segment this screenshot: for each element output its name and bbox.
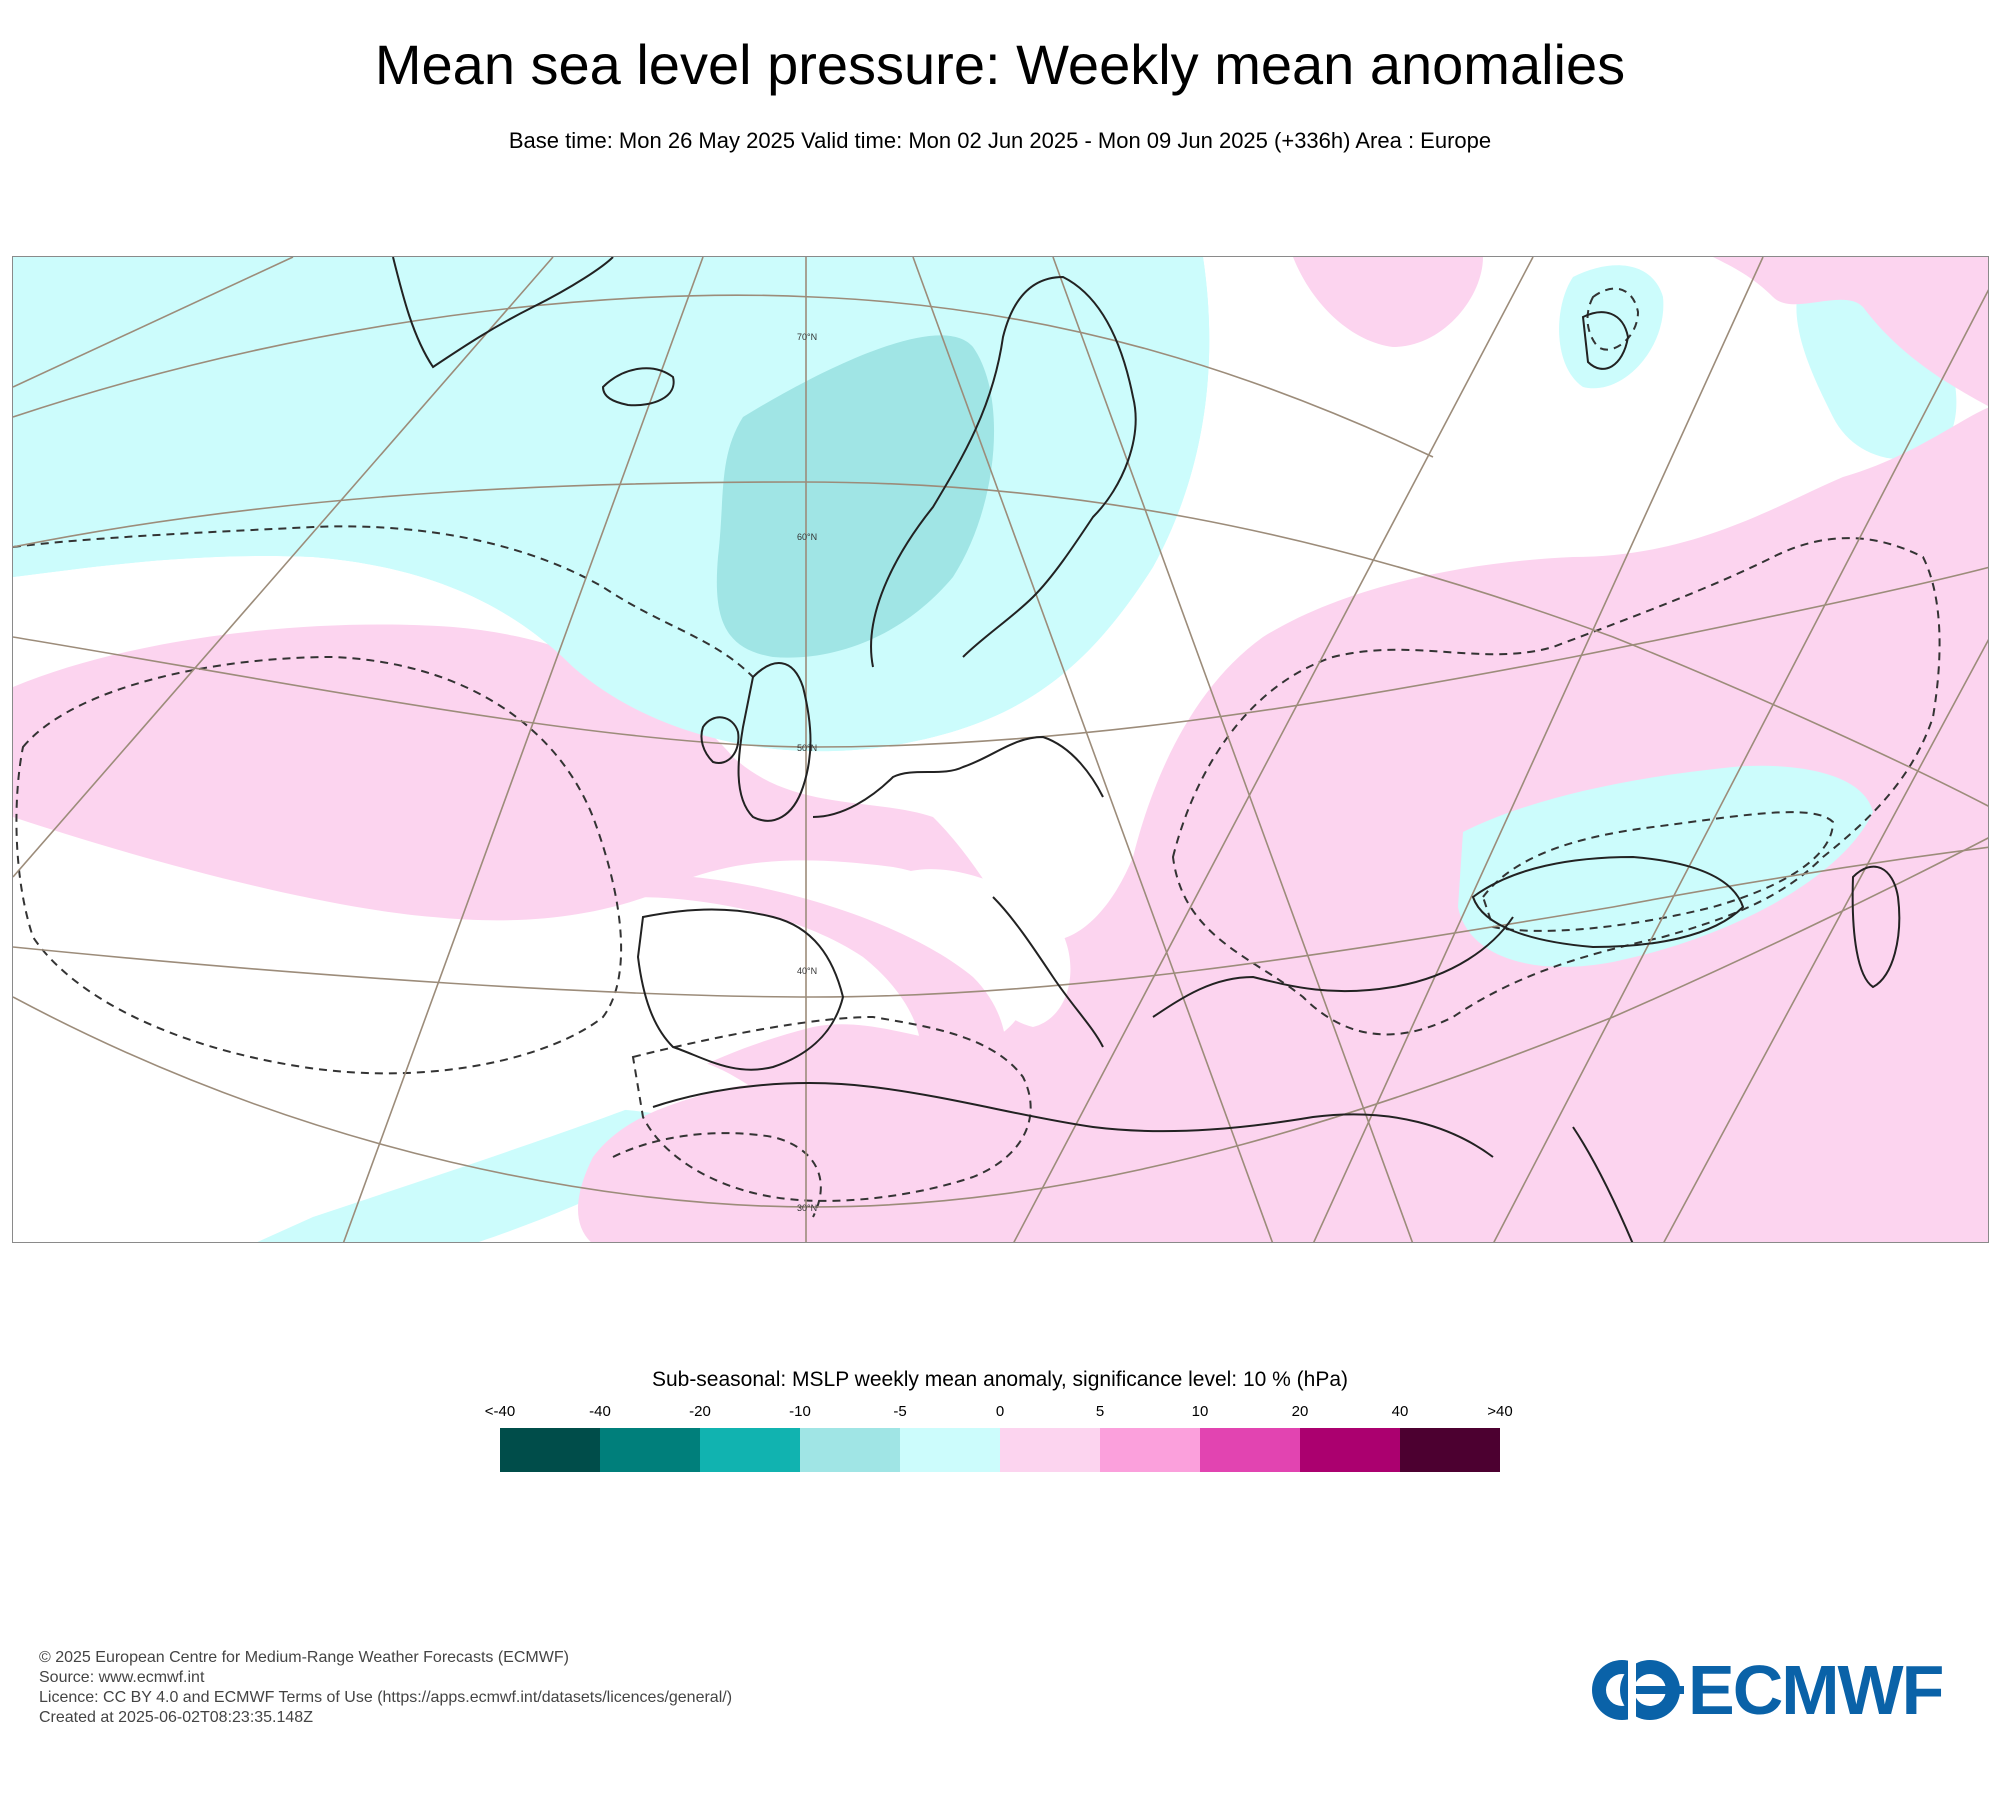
legend-label: 10 — [1191, 1403, 1209, 1420]
legend-label: >40 — [1487, 1403, 1513, 1420]
coastlines — [392, 257, 1901, 1242]
lon-e30 — [1013, 257, 1534, 1242]
latitude-labels: 70°N 60°N 50°N 40°N 30°N — [797, 332, 817, 1213]
pink-region-north — [1293, 257, 1483, 347]
lon-w30 — [13, 257, 294, 388]
legend-label: 40 — [1391, 1403, 1409, 1420]
greenland-coast — [392, 257, 614, 369]
contour-north — [13, 525, 754, 678]
legend-swatch — [600, 1428, 700, 1472]
footer: © 2025 European Centre for Medium-Range … — [39, 1648, 732, 1728]
britain-coast — [737, 662, 812, 822]
legend-label: <-40 — [484, 1403, 516, 1420]
legend-swatch — [1300, 1428, 1400, 1472]
novaya-coast — [1581, 311, 1630, 370]
iberia-coast — [636, 908, 845, 1071]
lon-e50 — [1493, 289, 1988, 1242]
legend-label: -10 — [789, 1403, 811, 1420]
contour-ne-blob — [1586, 287, 1640, 351]
contour-blacksea — [1481, 811, 1835, 932]
lon-e10 — [912, 257, 1274, 1242]
chart-subtitle: Base time: Mon 26 May 2025 Valid time: M… — [508, 128, 1492, 153]
blacksea-coast — [1471, 855, 1745, 949]
greece-turkey-coast — [1152, 916, 1514, 1018]
legend-swatch — [1000, 1428, 1100, 1472]
italy-coast — [992, 896, 1104, 1048]
redsea-coast — [1572, 1126, 1634, 1242]
ecmwf-logo-icon — [1592, 1656, 1684, 1724]
legend-label: 5 — [1095, 1403, 1105, 1420]
ecmwf-logo: ECMWF — [1588, 1651, 1968, 1729]
lon-w10 — [342, 257, 704, 1242]
lat-30 — [13, 837, 1988, 1208]
graticule — [13, 257, 1988, 1242]
scandinavia-coast — [870, 275, 1137, 668]
contour-sw — [612, 1132, 822, 1218]
continent-coast — [812, 735, 1104, 818]
legend-label: -5 — [893, 1403, 907, 1420]
legend-swatch — [900, 1428, 1000, 1472]
cyan-blacksea-overlay — [1458, 765, 1873, 967]
lon-e40 — [1313, 257, 1764, 1242]
contour-atlantic — [15, 655, 623, 1075]
contour-mediterranean — [631, 1015, 1032, 1202]
legend-swatch — [700, 1428, 800, 1472]
legend-swatch — [500, 1428, 600, 1472]
lat-label-50: 50°N — [797, 743, 817, 753]
legend-swatch — [1400, 1428, 1500, 1472]
footer-licence: Licence: CC BY 4.0 and ECMWF Terms of Us… — [39, 1689, 733, 1706]
lat-40 — [13, 846, 1988, 998]
lat-label-70: 70°N — [797, 332, 817, 342]
footer-source: Source: www.ecmwf.int — [39, 1669, 205, 1686]
legend-title: Sub-seasonal: MSLP weekly mean anomaly, … — [651, 1368, 1349, 1391]
legend-label: -20 — [689, 1403, 711, 1420]
legend-swatch — [800, 1428, 900, 1472]
caspian-coast — [1851, 865, 1901, 989]
footer-copyright: © 2025 European Centre for Medium-Range … — [39, 1649, 569, 1666]
pink-region-iberia — [578, 877, 1013, 1242]
africa-coast — [652, 1082, 1494, 1158]
legend-label: -40 — [589, 1403, 611, 1420]
lat-60 — [13, 481, 1988, 807]
legend-label: 0 — [995, 1403, 1005, 1420]
lat-50 — [13, 566, 1988, 748]
cyan-region-southwest — [234, 1108, 713, 1242]
lon-e20 — [1052, 257, 1414, 1242]
contour-europe — [1171, 537, 1941, 1036]
chart-title: Mean sea level pressure: Weekly mean ano… — [374, 33, 1626, 96]
lat-label-40: 40°N — [797, 966, 817, 976]
lat-label-30: 30°N — [797, 1203, 817, 1213]
legend-swatch — [1200, 1428, 1300, 1472]
legend-label: 20 — [1291, 1403, 1309, 1420]
cyan-region-northeast — [1559, 265, 1664, 389]
footer-created: Created at 2025-06-02T08:23:35.148Z — [39, 1709, 313, 1726]
legend-swatch — [1100, 1428, 1200, 1472]
cyan-core-overlay — [716, 335, 995, 658]
ecmwf-logo-text: ECMWF — [1688, 1651, 1944, 1729]
legend-colorbar — [500, 1428, 1500, 1472]
ireland-coast — [700, 716, 740, 764]
white-band-central — [13, 817, 1030, 1242]
lon-e60 — [1663, 639, 1988, 1242]
significance-contours — [13, 287, 1941, 1218]
pink-region-northeast — [1713, 257, 1988, 406]
anomaly-map: 70°N 60°N 50°N 40°N 30°N — [12, 256, 1989, 1243]
legend-labels: <-40 -40 -20 -10 -5 0 5 10 20 40 >40 — [485, 1403, 1513, 1423]
lat-label-60: 60°N — [797, 532, 817, 542]
lat-70 — [13, 294, 1434, 458]
lon-w20 — [13, 257, 554, 878]
iceland-coast — [601, 367, 675, 407]
